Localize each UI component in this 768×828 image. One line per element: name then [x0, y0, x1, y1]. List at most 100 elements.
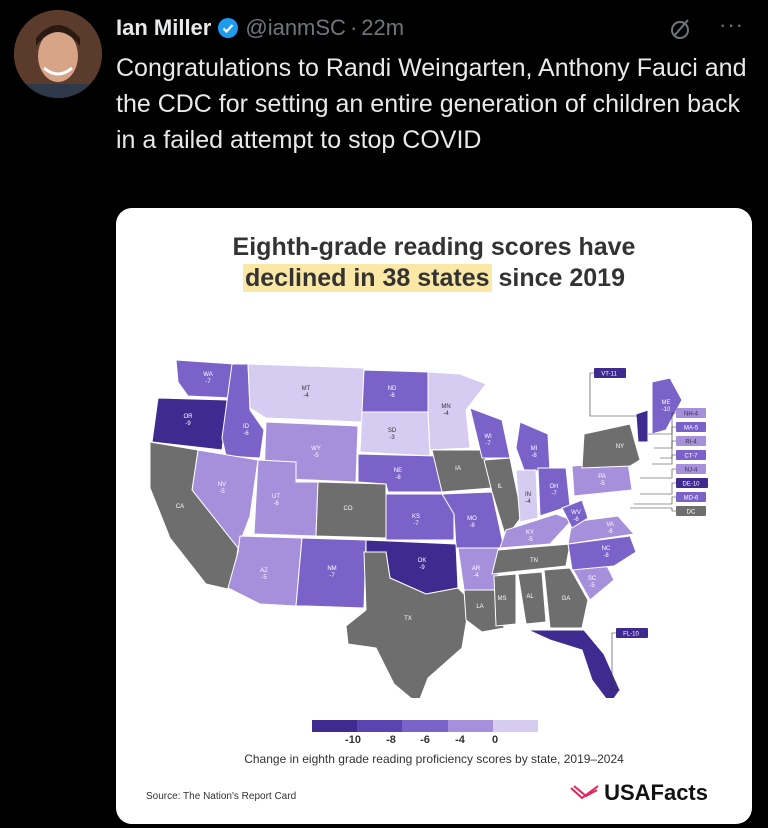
state-label-nc: NC	[602, 546, 611, 552]
legend-tick: -10	[345, 734, 361, 746]
state-value-nd: -6	[389, 393, 395, 399]
callout-box-nh	[676, 408, 706, 418]
verified-badge-icon	[217, 17, 239, 39]
state-value-ut: -6	[273, 501, 279, 507]
state-ms	[493, 573, 517, 627]
callout-box-de	[676, 478, 708, 488]
callout-label-ri: RI-4	[685, 440, 697, 446]
flag-icon	[570, 785, 599, 800]
state-sd	[359, 411, 431, 457]
state-value-ok: -9	[419, 565, 425, 571]
state-value-id: -6	[243, 431, 249, 437]
callout-line-vt	[589, 372, 638, 417]
state-ks	[385, 493, 455, 541]
callout-label-ma: MA-5	[684, 426, 699, 432]
state-value-wi: -7	[485, 441, 491, 447]
state-label-wv: WV	[571, 510, 581, 516]
tweet-text: Congratulations to Randi Weingarten, Ant…	[116, 54, 747, 154]
state-value-ne: -8	[395, 475, 401, 481]
state-value-va: -6	[607, 529, 613, 535]
media-card[interactable]: Eighth-grade reading scores have decline…	[116, 208, 752, 824]
state-label-mt: MT	[302, 386, 311, 392]
legend-swatch-6	[402, 720, 448, 732]
callout-label-de: DE-10	[682, 482, 700, 488]
callout-line-md	[634, 496, 676, 505]
state-label-or: OR	[184, 414, 194, 420]
state-label-tx: TX	[404, 616, 412, 622]
state-label-wa: WA	[203, 372, 212, 378]
state-label-ok: OK	[418, 558, 427, 564]
state-tx	[345, 551, 471, 698]
callout-label-dc: DC	[687, 510, 696, 516]
us-map: WA-7OR-9 ID-6MT-4ND-6SD-3MN-4WY-5NV-5UT-6…	[149, 359, 708, 698]
source-note: Source: The Nation's Report Card	[146, 791, 297, 802]
state-wv	[561, 499, 589, 529]
callout-box-md	[676, 492, 706, 502]
state-label-me: ME	[662, 400, 671, 406]
state-label-in: IN	[525, 492, 531, 498]
state-label-nd: ND	[388, 386, 397, 392]
tweet-header: Ian Miller @ianmSC · 22m ···	[116, 10, 758, 46]
legend-tick: 0	[491, 734, 499, 746]
state-value-or: -9	[185, 421, 191, 427]
state-label-al: AL	[526, 594, 534, 600]
state-value-wv: -6	[573, 517, 579, 523]
callout-label-fl: FL-10	[623, 632, 639, 638]
legend-tick: -6	[420, 734, 430, 746]
state-label-mn: MN	[441, 404, 450, 410]
state-ga	[543, 567, 589, 629]
state-value-mt: -4	[303, 393, 309, 399]
more-options-icon[interactable]: ···	[719, 12, 744, 37]
state-value-in: -4	[525, 499, 531, 505]
state-value-nc: -8	[603, 553, 609, 559]
callout-line-dc	[630, 507, 676, 512]
state-value-sc: -5	[589, 583, 595, 589]
callout-box-nj	[676, 464, 706, 474]
legend-ticks: -10 -8 -6 -4 0	[312, 734, 538, 750]
separator: ·	[349, 15, 358, 40]
state-value-sd: -3	[389, 435, 395, 441]
avatar-photo	[14, 10, 102, 98]
callout-label-nh: NH-4	[684, 412, 699, 418]
state-label-sc: SC	[588, 576, 597, 582]
callout-line-fl	[611, 632, 620, 691]
state-label-wi: WI	[484, 434, 492, 440]
state-label-az: AZ	[260, 568, 268, 574]
legend-swatch-0	[492, 720, 539, 732]
state-label-sd: SD	[388, 428, 397, 434]
timestamp[interactable]: 22m	[361, 15, 405, 40]
state-value-mo: -8	[469, 523, 475, 529]
state-label-ut: UT	[272, 494, 280, 500]
grok-icon[interactable]	[668, 16, 694, 42]
state-value-ar: -4	[473, 573, 479, 579]
state-value-ks: -7	[413, 521, 419, 527]
state-value-az: -5	[261, 575, 267, 581]
legend-swatch-4	[447, 720, 493, 732]
callout-box-ma	[676, 422, 706, 432]
callout-line-nh	[648, 412, 676, 435]
callout-box-ri	[676, 436, 706, 446]
state-value-nm: -7	[329, 573, 335, 579]
state-vt	[635, 409, 649, 443]
avatar[interactable]	[14, 10, 102, 98]
state-label-ar: AR	[472, 566, 481, 572]
state-label-va: VA	[606, 522, 614, 528]
callout-line-de	[640, 482, 676, 495]
state-label-ca: CA	[176, 504, 184, 510]
title-highlight: declined in 38 states	[243, 264, 492, 292]
legend-tick: -4	[455, 734, 465, 746]
state-label-id: ID	[243, 424, 250, 430]
state-label-il: IL	[497, 484, 503, 490]
callout-line-ct	[652, 454, 676, 465]
callout-line-ri	[660, 440, 676, 459]
legend-bar	[312, 720, 539, 732]
legend-swatch-8	[357, 720, 403, 732]
state-label-nm: NM	[327, 566, 336, 572]
legend-tick: -8	[386, 734, 396, 746]
state-mt	[247, 363, 365, 423]
title-rest: since 2019	[491, 264, 625, 292]
handle[interactable]: @ianmSC	[245, 15, 346, 40]
state-label-pa: PA	[598, 474, 606, 480]
callout-label-md: MD-6	[684, 496, 699, 502]
display-name[interactable]: Ian Miller	[116, 15, 212, 40]
